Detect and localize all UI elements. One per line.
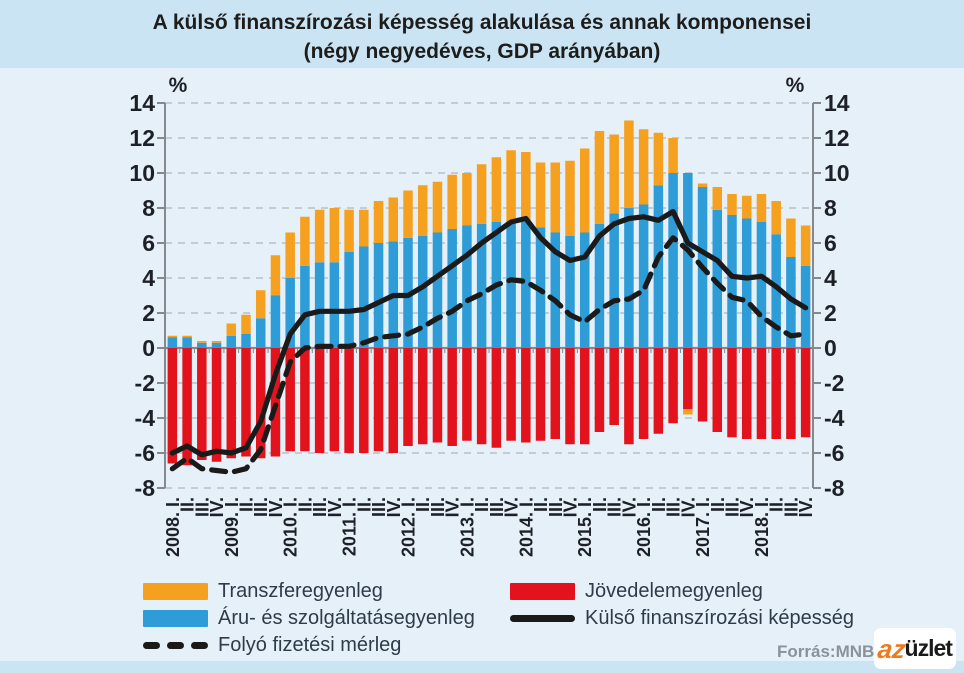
svg-text:-2: -2 bbox=[824, 370, 844, 396]
svg-text:IV.: IV. bbox=[266, 497, 286, 517]
svg-text:IV.: IV. bbox=[619, 497, 639, 517]
svg-text:6: 6 bbox=[824, 230, 837, 256]
svg-text:-2: -2 bbox=[135, 370, 155, 396]
svg-text:12: 12 bbox=[824, 125, 850, 151]
svg-text:2: 2 bbox=[824, 300, 837, 326]
svg-text:2018. I.: 2018. I. bbox=[752, 497, 772, 557]
chart-title: A külső finanszírozási képesség alakulás… bbox=[152, 11, 812, 34]
svg-text:IV.: IV. bbox=[561, 497, 581, 517]
chart-canvas: -8 -8 -6 -6 -4 -4 -2 -2 0 0 2 2 4 4 6 6 8 8 10 10 12 12 14 14%%… bbox=[129, 74, 850, 557]
svg-text:-4: -4 bbox=[135, 405, 156, 431]
svg-text:II.: II. bbox=[767, 497, 787, 512]
uzlet-logo: az üzlet bbox=[874, 628, 956, 669]
svg-text:II.: II. bbox=[295, 497, 315, 512]
svg-text:IV.: IV. bbox=[737, 497, 757, 517]
svg-text:II.: II. bbox=[590, 497, 610, 512]
svg-text:III.: III. bbox=[546, 497, 566, 517]
svg-text:II.: II. bbox=[354, 497, 374, 512]
legend-label-current-account: Folyó fizetési mérleg bbox=[218, 633, 402, 656]
svg-text:III.: III. bbox=[664, 497, 684, 517]
legend-swatch-transfer-balance bbox=[143, 582, 208, 600]
svg-text:III.: III. bbox=[428, 497, 448, 517]
legend-item-current-account: Folyó fizetési mérleg bbox=[143, 632, 510, 658]
uzlet-logo-wordmark: üzlet bbox=[904, 635, 953, 661]
legend-label-transfer-balance: Transzferegyenleg bbox=[218, 579, 383, 602]
uzlet-logo-monogram: az bbox=[875, 633, 908, 664]
source-label: Forrás:MNB bbox=[777, 642, 875, 661]
legend-swatch-current-account bbox=[143, 641, 208, 649]
svg-text:-4: -4 bbox=[824, 405, 845, 431]
svg-text:4: 4 bbox=[142, 265, 155, 291]
svg-text:14: 14 bbox=[824, 90, 850, 116]
legend-swatch-goods-services-balance bbox=[143, 609, 208, 627]
svg-text:IV.: IV. bbox=[325, 497, 345, 517]
svg-text:14: 14 bbox=[129, 90, 155, 116]
legend-swatch-income-balance bbox=[510, 582, 575, 600]
svg-text:II.: II. bbox=[708, 497, 728, 512]
svg-text:II.: II. bbox=[472, 497, 492, 512]
legend-item-external-financing-capacity: Külső finanszírozási képesség bbox=[510, 605, 854, 631]
svg-text:III.: III. bbox=[192, 497, 212, 517]
svg-text:IV.: IV. bbox=[796, 497, 816, 517]
svg-text:IV.: IV. bbox=[443, 497, 463, 517]
svg-text:III.: III. bbox=[781, 497, 801, 517]
svg-text:IV.: IV. bbox=[502, 497, 522, 517]
svg-text:II.: II. bbox=[237, 497, 257, 512]
legend-item-goods-services-balance: Áru- és szolgáltatásegyenleg bbox=[143, 605, 510, 631]
svg-text:2015. I.: 2015. I. bbox=[575, 497, 595, 557]
chart-subtitle: (négy negyedéves, GDP arányában) bbox=[303, 40, 661, 63]
svg-text:0: 0 bbox=[824, 335, 837, 361]
svg-text:12: 12 bbox=[129, 125, 155, 151]
svg-text:II.: II. bbox=[649, 497, 669, 512]
svg-text:III.: III. bbox=[605, 497, 625, 517]
legend-label-income-balance: Jövedelemegyenleg bbox=[585, 579, 763, 602]
svg-text:III.: III. bbox=[251, 497, 271, 517]
svg-text:III.: III. bbox=[487, 497, 507, 517]
svg-text:2012. I.: 2012. I. bbox=[399, 497, 419, 557]
svg-text:III.: III. bbox=[369, 497, 389, 517]
svg-text:2: 2 bbox=[142, 300, 155, 326]
chart-legend: Transzferegyenleg Jövedelemegyenleg Áru-… bbox=[143, 578, 854, 658]
svg-text:-8: -8 bbox=[824, 475, 845, 501]
svg-text:IV.: IV. bbox=[678, 497, 698, 517]
svg-text:2017. I.: 2017. I. bbox=[693, 497, 713, 557]
svg-text:2014. I.: 2014. I. bbox=[516, 497, 536, 557]
svg-text:III.: III. bbox=[310, 497, 330, 517]
svg-text:2010. I.: 2010. I. bbox=[281, 497, 301, 557]
svg-text:-6: -6 bbox=[135, 440, 155, 466]
svg-text:II.: II. bbox=[413, 497, 433, 512]
legend-swatch-external-financing-capacity bbox=[510, 614, 575, 622]
svg-text:%: % bbox=[169, 74, 188, 97]
svg-text:2013. I.: 2013. I. bbox=[457, 497, 477, 557]
svg-text:IV.: IV. bbox=[207, 497, 227, 517]
legend-label-external-financing-capacity: Külső finanszírozási képesség bbox=[585, 606, 855, 629]
svg-text:0: 0 bbox=[142, 335, 155, 361]
svg-text:-8: -8 bbox=[135, 475, 156, 501]
svg-text:2011. I.: 2011. I. bbox=[340, 497, 360, 556]
svg-text:10: 10 bbox=[129, 160, 155, 186]
svg-text:2009. I.: 2009. I. bbox=[222, 497, 242, 557]
legend-item-transfer-balance: Transzferegyenleg bbox=[143, 578, 510, 604]
chart-title-block: A külső finanszírozási képesség alakulás… bbox=[0, 0, 964, 68]
svg-text:IV.: IV. bbox=[384, 497, 404, 517]
legend-item-income-balance: Jövedelemegyenleg bbox=[510, 578, 854, 604]
svg-text:2008. I.: 2008. I. bbox=[163, 497, 183, 557]
svg-text:8: 8 bbox=[142, 195, 155, 221]
legend-label-goods-services-balance: Áru- és szolgáltatásegyenleg bbox=[218, 606, 475, 629]
svg-text:III.: III. bbox=[723, 497, 743, 517]
svg-text:-6: -6 bbox=[824, 440, 844, 466]
svg-text:%: % bbox=[786, 74, 805, 97]
svg-text:6: 6 bbox=[142, 230, 155, 256]
svg-text:8: 8 bbox=[824, 195, 837, 221]
svg-text:10: 10 bbox=[824, 160, 850, 186]
svg-text:4: 4 bbox=[824, 265, 837, 291]
svg-text:2016. I.: 2016. I. bbox=[634, 497, 654, 557]
svg-text:II.: II. bbox=[531, 497, 551, 512]
svg-text:II.: II. bbox=[178, 497, 198, 512]
